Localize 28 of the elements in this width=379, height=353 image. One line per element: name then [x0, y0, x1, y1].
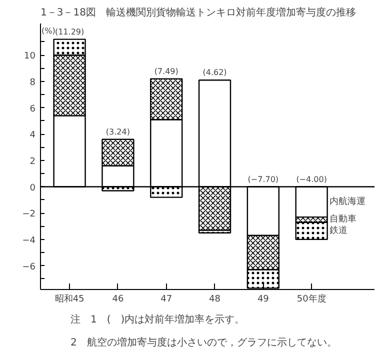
series-label: 内航海運 [330, 196, 366, 207]
annotation: (11.29) [54, 27, 84, 36]
x-tick-label: 48 [209, 294, 221, 304]
y-tick-label: 4 [30, 130, 36, 141]
x-tick-label: 昭和45 [54, 294, 84, 304]
y-tick-label: −6 [22, 262, 36, 272]
y-tick-label: 0 [30, 183, 36, 194]
annotation: (7.49) [154, 66, 178, 76]
annotation: (3.24) [106, 127, 130, 136]
y-tick-label: 6 [30, 104, 36, 114]
y-axis-title: (%) [41, 26, 56, 36]
x-tick-label: 47 [160, 294, 172, 304]
y-tick-label: −2 [22, 210, 36, 220]
text: 2 航空の増加寄与度は小さいので，グラフに示してない。 [70, 336, 337, 348]
series-label: 鉄道 [330, 224, 348, 236]
y-tick-label: 8 [30, 78, 36, 88]
chart-title: 1－3－18図 輸送機関別貨物輸送トンキロ対前年度増加寄与度の推移 [40, 6, 356, 18]
annotation: (−7.70) [248, 174, 279, 184]
series-label: 自動車 [330, 214, 357, 225]
annotation: (−4.00) [296, 174, 327, 184]
y-tick-label: 2 [30, 156, 36, 167]
x-tick-label: 49 [257, 294, 270, 304]
text: 注 1 ( )内は対前年増加率を示す。 [70, 314, 245, 326]
x-tick-label: 46 [112, 294, 124, 304]
x-tick-label: 50年度 [296, 294, 326, 304]
y-tick-label: −4 [22, 236, 36, 246]
annotation: (4.62) [202, 68, 227, 78]
y-tick-label: 10 [24, 52, 36, 62]
